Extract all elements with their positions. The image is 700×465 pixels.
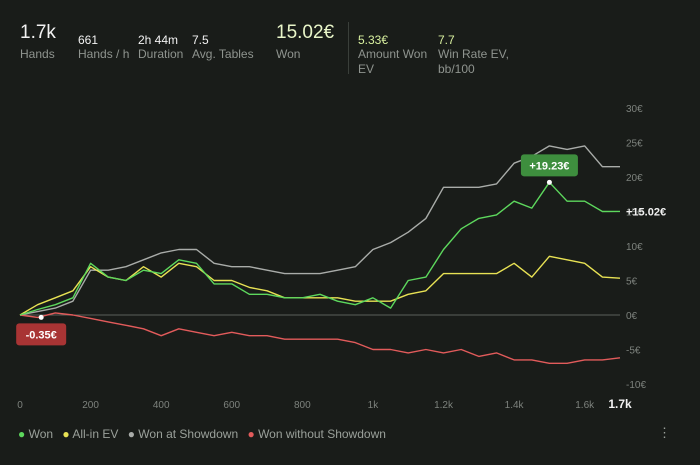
annotation-badge [16,323,67,346]
profit-chart: 30€ 25€ 20€ 15€ 10€ 5€ 0€ -5€ -10€ 0 200 400 600 800 1… [16,104,666,411]
legend-dot-all-in-ev: ● [62,427,70,441]
annotation-dot [38,314,44,320]
stat-amount-won-ev-label-1: Amount Won [358,47,428,61]
stat-won-label: Won [276,47,301,61]
stat-win-rate-ev-label-2: bb/100 [438,62,475,76]
x-tick-label: 400 [153,400,170,411]
series-line-won-at-showdown [19,145,620,316]
series-line-won-without-showdown [19,312,621,364]
annotation-dot [546,179,552,185]
y-tick-label: 0€ [626,311,638,322]
stat-avg-tables-value: 7.5 [192,33,209,47]
end-value-label: +15.02€ [626,206,666,218]
stat-win-rate-ev-value: 7.7 [438,33,455,47]
legend-label-all-in-ev: All-in EV [72,427,119,441]
legend-label-won: Won [28,427,54,441]
x-tick-label: 200 [82,400,99,411]
stat-hands-per-hour-label: Hands / h [78,47,130,61]
legend-item-won-without-showdown[interactable]: ● Won without Showdown [247,427,385,441]
x-tick-label: 1k [368,400,380,411]
stat-won-value: 15.02€ [276,22,335,43]
stat-amount-won-ev-value: 5.33€ [358,33,389,47]
legend-item-won-at-showdown[interactable]: ● Won at Showdown [128,427,238,441]
x-tick-label: 1.7k [608,397,632,411]
x-tick-label: 1.2k [434,400,454,411]
stat-avg-tables-label: Avg. Tables [192,47,254,61]
y-tick-label: 25€ [626,139,643,150]
y-tick-label: 15€ [626,208,643,219]
x-tick-label: 800 [294,400,311,411]
stats-header: 1.7k Hands 661 Hands / h 2h 44m Duration… [0,0,700,80]
stat-hands-label: Hands [20,47,55,61]
legend-dot-won-without-showdown: ● [247,427,255,441]
x-tick-label: 0 [17,400,23,411]
stat-duration-value: 2h 44m [138,33,179,47]
x-tick-label: 1.6k [575,400,595,411]
x-tick-label: 1.4k [505,400,525,411]
series-line-won [19,181,621,316]
annotation-badge [520,154,578,177]
stat-amount-won-ev-label-2: EV [358,62,375,76]
stat-hands-per-hour-value: 661 [78,33,99,47]
stat-win-rate-ev-label-1: Win Rate EV, [438,47,509,61]
annotation-label: -0.35€ [26,329,57,341]
series-line-all-in-ev [19,255,621,316]
y-tick-label: 5€ [626,277,638,288]
stat-hands-value: 1.7k [20,22,56,43]
legend-dot-won-at-showdown: ● [127,427,135,441]
legend-label-won-at-showdown: Won at Showdown [138,427,239,441]
chart-legend: ● Won ● All-in EV ● Won at Showdown ● Wo… [18,427,392,441]
y-tick-label: 10€ [626,242,643,253]
y-tick-label: -5€ [626,346,641,357]
annotation-label: +19.23€ [529,160,569,172]
y-tick-label: 30€ [626,104,643,115]
x-tick-label: 600 [223,400,240,411]
legend-item-all-in-ev[interactable]: ● All-in EV [62,427,118,441]
stat-duration-label: Duration [138,47,184,61]
legend-item-won[interactable]: ● Won [18,427,53,441]
more-vertical-icon[interactable]: ⋮ [658,425,671,440]
legend-dot-won: ● [18,427,26,441]
y-tick-label: -10€ [626,380,646,391]
legend-label-won-without-showdown: Won without Showdown [258,427,386,441]
y-tick-label: 20€ [626,173,643,184]
stats-divider [348,22,349,74]
